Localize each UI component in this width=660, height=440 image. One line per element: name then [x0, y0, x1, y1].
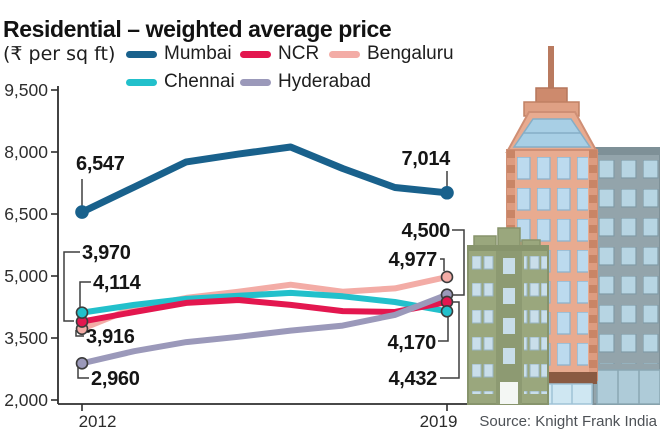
legend-item-bengaluru: Bengaluru — [329, 43, 454, 65]
label-bengaluru-2019: 4,977 — [388, 249, 437, 271]
connector-bengaluru-2012 — [75, 330, 84, 337]
data-point-chennai — [75, 306, 89, 319]
series-line-ncr — [79, 297, 450, 325]
legend-item-hyderabad: Hyderabad — [240, 71, 371, 93]
series-line-hyderabad — [79, 291, 450, 367]
legend-label: NCR — [278, 43, 320, 64]
connector-chennai-2012 — [79, 281, 91, 307]
connector-ncr-2012 — [63, 251, 80, 322]
x-tick-label-2019: 2019 — [419, 412, 458, 431]
label-ncr-2012: 3,970 — [82, 242, 131, 264]
legend-label: Mumbai — [164, 43, 232, 64]
data-point-mumbai — [440, 185, 454, 200]
data-point-bengaluru — [440, 270, 454, 284]
ncr-line-swatch-icon — [240, 50, 271, 58]
legend-label: Hyderabad — [278, 71, 371, 92]
legend-item-mumbai: Mumbai — [126, 43, 240, 65]
x-tick-label-2012: 2012 — [78, 412, 117, 431]
legend-label: Bengaluru — [367, 43, 454, 64]
source-credit: Source: Knight Frank India — [479, 413, 657, 430]
data-point-hyderabad — [75, 357, 89, 370]
series-line-chennai — [79, 289, 450, 316]
label-mumbai-2012: 6,547 — [76, 153, 125, 175]
label-mumbai-2019: 7,014 — [401, 148, 450, 170]
series-line-mumbai — [78, 143, 451, 216]
label-chennai-2012: 4,114 — [93, 272, 141, 294]
label-hyderabad-2019: 4,500 — [401, 220, 450, 242]
olive-building — [467, 227, 549, 405]
label-hyderabad-2012: 2,960 — [91, 368, 140, 390]
data-point-chennai — [440, 305, 454, 318]
hyderabad-line-swatch-icon — [240, 78, 271, 86]
bengaluru-line-swatch-icon — [329, 50, 360, 58]
legend-row-2: Chennai Hyderabad — [126, 71, 371, 93]
connector-hyderabad-2012 — [77, 367, 89, 379]
connector-hyderabad-2019 — [452, 229, 465, 296]
connector-ncr-2019 — [440, 301, 460, 379]
y-tick-label: 3,500 — [4, 328, 48, 348]
chennai-line-swatch-icon — [126, 78, 157, 86]
connector-bengaluru-2019 — [440, 258, 445, 271]
y-tick-label: 6,500 — [4, 204, 48, 224]
page-title: Residential – weighted average price — [3, 16, 392, 43]
y-tick-label: 2,000 — [4, 390, 48, 410]
data-point-mumbai — [75, 205, 89, 219]
legend-item-chennai: Chennai — [126, 71, 240, 93]
y-tick-label: 9,500 — [4, 80, 48, 100]
label-ncr-2019: 4,432 — [388, 368, 437, 390]
legend-row-1: Mumbai NCR Bengaluru — [126, 43, 454, 65]
legend-item-ncr: NCR — [240, 43, 329, 65]
y-tick-label: 8,000 — [4, 142, 48, 162]
label-chennai-2019: 4,170 — [387, 332, 436, 354]
y-tick-label: 5,000 — [4, 266, 48, 286]
gray-building — [592, 147, 660, 405]
legend-label: Chennai — [164, 71, 235, 92]
label-bengaluru-2012: 3,916 — [86, 326, 135, 348]
connector-chennai-2019 — [438, 317, 449, 342]
unit-label: (₹ per sq ft) — [3, 43, 116, 65]
mumbai-line-swatch-icon — [126, 50, 157, 58]
